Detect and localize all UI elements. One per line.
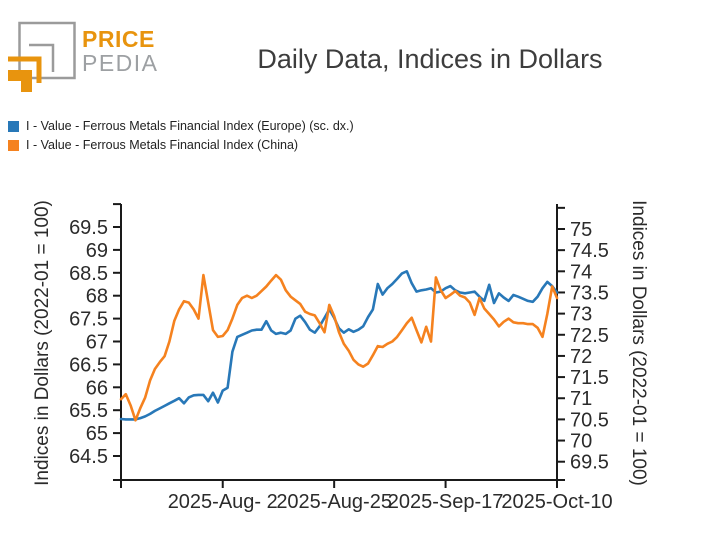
right-axis-tick-label: 73.5 (570, 282, 609, 304)
left-axis-tick-label: 65.5 (69, 400, 108, 422)
logo-text-price: PRICE (82, 26, 155, 52)
legend-item-europe: I - Value - Ferrous Metals Financial Ind… (8, 119, 354, 133)
x-axis-tick-label: 2025-Oct-10 (501, 491, 612, 513)
pricepedia-logo-icon (8, 21, 76, 92)
left-axis-tick-label: 68.5 (69, 263, 108, 285)
left-axis-tick-label: 67.5 (69, 309, 108, 331)
legend-swatch-europe-icon (8, 120, 19, 132)
left-axis-tick-label: 66 (86, 377, 108, 399)
legend: I - Value - Ferrous Metals Financial Ind… (8, 119, 354, 152)
left-axis-tick-label: 68 (86, 286, 108, 308)
left-axis-tick-label: 69 (86, 240, 108, 262)
right-axis-tick-label: 72.5 (570, 325, 609, 347)
legend-label-china: I - Value - Ferrous Metals Financial Ind… (26, 138, 299, 152)
left-axis-tick-label: 69.5 (69, 217, 108, 239)
pricepedia-logo: PRICE PEDIA (82, 27, 159, 75)
right-axis-tick-label: 72 (570, 346, 592, 368)
left-axis-tick-label: 64.5 (69, 446, 108, 468)
left-axis-tick-label: 67 (86, 332, 108, 354)
chart-title: Daily Data, Indices in Dollars (257, 44, 603, 74)
right-axis-tick-label: 74 (570, 261, 592, 283)
left-axis-tick-label: 66.5 (69, 354, 108, 376)
x-axis-tick-label: 2025-Sep-17 (388, 491, 504, 513)
right-axis-tick-label: 71.5 (570, 367, 609, 389)
x-axis-tick-label: 2025-Aug-25 (276, 491, 392, 513)
right-axis-tick-label: 71 (570, 388, 592, 410)
right-axis-title: Indices in Dollars (2022-01 = 100) (628, 200, 649, 486)
legend-swatch-china-icon (8, 139, 19, 151)
series-line-china (119, 273, 559, 422)
left-axis-tick-label: 65 (86, 423, 108, 445)
right-axis-tick-label: 73 (570, 304, 592, 326)
logo-text-pedia: PEDIA (82, 50, 159, 76)
right-axis-tick-label: 69.5 (570, 452, 609, 474)
x-axis-tick-label: 2025-Aug- 2 (168, 491, 278, 513)
legend-item-china: I - Value - Ferrous Metals Financial Ind… (8, 138, 354, 152)
right-axis-tick-label: 74.5 (570, 240, 609, 262)
series-line-europe (119, 269, 559, 421)
right-axis-tick-label: 70.5 (570, 409, 609, 431)
legend-label-europe: I - Value - Ferrous Metals Financial Ind… (26, 119, 354, 133)
right-axis-tick-label: 75 (570, 219, 592, 241)
left-axis-title: Indices in Dollars (2022-01 = 100) (32, 200, 53, 486)
right-axis-tick-label: 70 (570, 431, 592, 453)
